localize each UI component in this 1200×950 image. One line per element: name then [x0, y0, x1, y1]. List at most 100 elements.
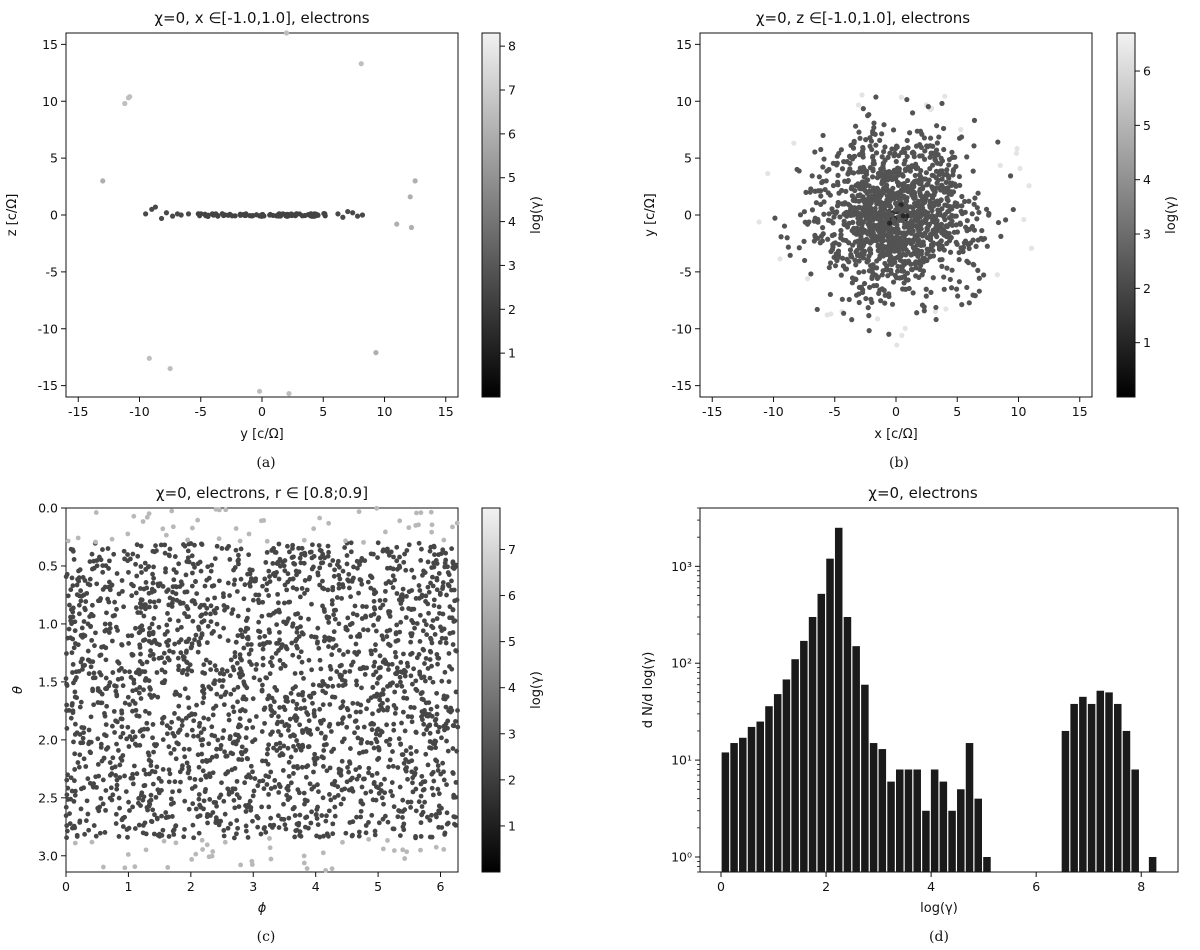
panel-c-point [409, 751, 414, 756]
panel-c-point [422, 800, 427, 805]
panel-b-point [998, 163, 1003, 168]
panel-c-point [454, 649, 459, 654]
panel-c-point [315, 756, 320, 761]
panel-c-point [197, 642, 202, 647]
panel-c-point [127, 826, 132, 831]
panel-c-x-tick-label: 4 [312, 879, 320, 894]
panel-c-point [328, 563, 333, 568]
panel-c-point [418, 510, 423, 515]
panel-b-point [844, 159, 849, 164]
panel-c-point [311, 682, 316, 687]
panel-b-point [845, 210, 850, 215]
panel-c-point [90, 687, 95, 692]
panel-c-point [213, 556, 218, 561]
panel-c-point [271, 546, 276, 551]
panel-b-point [911, 228, 916, 233]
panel-b-point [853, 124, 858, 129]
panel-a-point [240, 212, 245, 217]
panel-c-point [397, 736, 402, 741]
panel-b-point [859, 92, 864, 97]
panel-c-point [386, 820, 391, 825]
panel-b-point [924, 287, 929, 292]
panel-c-point [166, 744, 171, 749]
panel-d-bar [957, 789, 965, 872]
panel-c-point [288, 734, 293, 739]
panel-c-point [205, 814, 210, 819]
panel-c-point [286, 728, 291, 733]
panel-c-point [266, 792, 271, 797]
panel-c-point [455, 598, 460, 603]
panel-b-point [882, 261, 887, 266]
panel-c-point [126, 570, 131, 575]
panel-c-point [314, 807, 319, 812]
panel-c-point [309, 667, 314, 672]
panel-c-point [380, 701, 385, 706]
panel-c-point [231, 568, 236, 573]
panel-c-point [151, 576, 156, 581]
panel-c-point [116, 748, 121, 753]
panel-b-point [850, 228, 855, 233]
panel-b-point [958, 127, 963, 132]
panel-c-point [172, 747, 177, 752]
panel-c-point [392, 848, 397, 853]
panel-c-point [163, 810, 168, 815]
panel-b-colorbar-label: log(γ) [1164, 196, 1179, 234]
panel-c-point [388, 628, 393, 633]
panel-c-point [319, 731, 324, 736]
panel-c-point [147, 692, 152, 697]
panel-c-point [441, 538, 446, 543]
panel-c-point [94, 510, 99, 515]
panel-c-point [305, 763, 310, 768]
panel-c-point [307, 658, 312, 663]
panel-c-point [147, 591, 152, 596]
panel-c-point [441, 769, 446, 774]
panel-c-point [142, 794, 147, 799]
panel-c-point [66, 539, 71, 544]
panel-b-point [955, 293, 960, 298]
panel-c-point [215, 544, 220, 549]
panel-c-point [265, 550, 270, 555]
panel-c-point [200, 743, 205, 748]
panel-c-point [143, 561, 148, 566]
panel-b-point [846, 178, 851, 183]
panel-c-point [428, 731, 433, 736]
panel-c-y-tick-label: 2.5 [38, 790, 58, 805]
panel-c-point [370, 773, 375, 778]
panel-c-point [210, 810, 215, 815]
panel-a-colorbar-tick-label: 7 [508, 83, 516, 98]
panel-c-point [228, 673, 233, 678]
panel-c-point [429, 813, 434, 818]
panel-c-point [278, 666, 283, 671]
panel-c-point [410, 780, 415, 785]
panel-c-point [298, 556, 303, 561]
panel-c-point [253, 576, 258, 581]
panel-b-y-tick-label: 0 [684, 208, 692, 223]
panel-c-point [153, 605, 158, 610]
panel-c-point [320, 586, 325, 591]
panel-a-point [122, 101, 127, 106]
panel-c-point [133, 626, 138, 631]
panel-c-point [73, 641, 78, 646]
panel-c-point [374, 798, 379, 803]
panel-c-point [151, 782, 156, 787]
panel-c-point [72, 799, 77, 804]
panel-c-point [401, 710, 406, 715]
panel-c-point [393, 711, 398, 716]
panel-c-point [306, 617, 311, 622]
panel-a-y-tick-label: -10 [38, 321, 58, 336]
panel-c-point [132, 681, 137, 686]
panel-c-point [286, 600, 291, 605]
panel-c-point [432, 739, 437, 744]
panel-c-point [119, 716, 124, 721]
panel-c-point [354, 683, 359, 688]
panel-c-point [423, 779, 428, 784]
panel-c-point [370, 685, 375, 690]
panel-c-point [271, 746, 276, 751]
panel-c-point [284, 793, 289, 798]
panel-b-point [959, 203, 964, 208]
panel-c-point [386, 667, 391, 672]
panel-c-point [381, 802, 386, 807]
panel-a-point [286, 391, 291, 396]
panel-a-point [268, 212, 273, 217]
panel-c-point [260, 729, 265, 734]
